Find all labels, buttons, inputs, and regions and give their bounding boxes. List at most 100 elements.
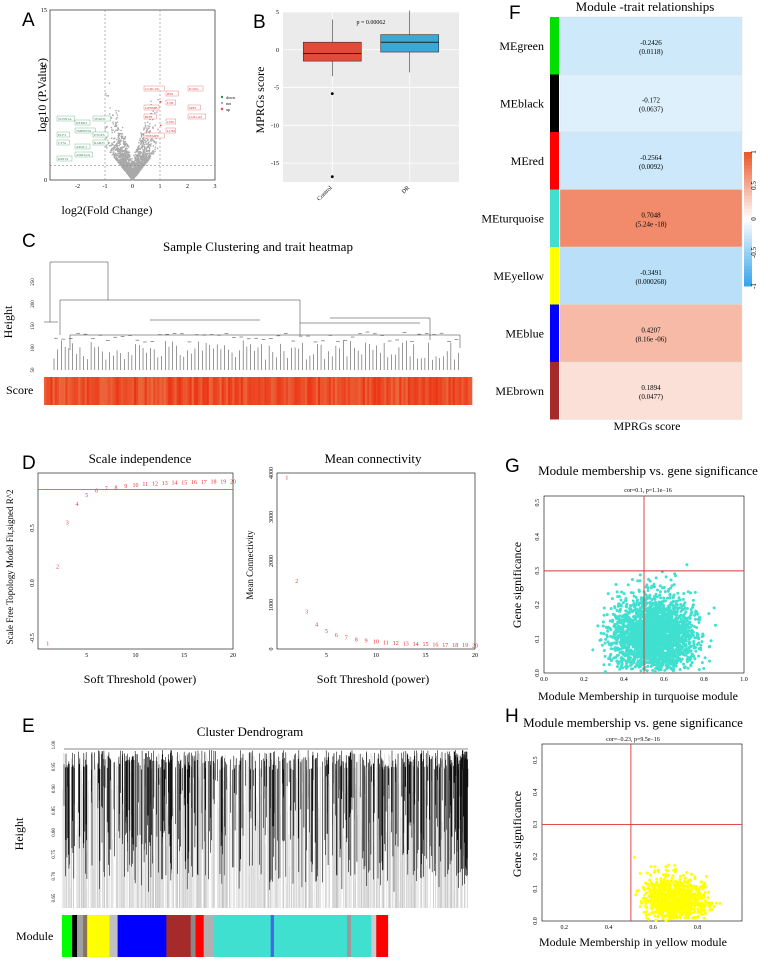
volcano-xtick: 2 bbox=[186, 184, 189, 190]
boxplot-ytick: 5 bbox=[276, 10, 279, 16]
volcano-xtick: 1 bbox=[159, 184, 162, 190]
colorscale-step bbox=[744, 245, 752, 250]
volcano-point bbox=[124, 150, 127, 153]
mm-gs-yellow-point bbox=[715, 901, 719, 905]
mm-gs-turquoise-point bbox=[624, 598, 628, 602]
mm-gs-turquoise-point bbox=[606, 640, 610, 644]
score-heatmap-cell bbox=[204, 377, 207, 405]
module-trait-cell bbox=[559, 304, 743, 363]
mm-gs-yellow-point bbox=[703, 899, 707, 903]
volcano-ytick: 5 bbox=[44, 121, 47, 127]
mm-gs-turquoise-point bbox=[652, 650, 656, 654]
score-heatmap-cell bbox=[86, 377, 90, 405]
colorscale-step bbox=[744, 158, 752, 163]
volcano-point bbox=[121, 147, 123, 150]
mm-gs-turquoise-point bbox=[650, 622, 654, 626]
score-heatmap-cell bbox=[469, 377, 473, 405]
volcano-point bbox=[146, 127, 148, 129]
mm-gs-turquoise-point bbox=[596, 624, 600, 628]
volcano-point bbox=[140, 141, 142, 144]
mean-connectivity-point: 9 bbox=[365, 639, 368, 645]
cluster-dendrogram-ytick: 0.70 bbox=[52, 871, 57, 880]
volcano-point bbox=[104, 92, 107, 95]
module-trait-xlabel: MPRGs score bbox=[613, 419, 680, 433]
mm-gs-turquoise-point bbox=[621, 629, 625, 633]
volcano-point bbox=[139, 160, 142, 163]
module-trait-correlation: -0.3491 bbox=[640, 269, 662, 277]
volcano-point bbox=[118, 151, 121, 153]
volcano-down-label-box bbox=[74, 151, 93, 158]
volcano-point bbox=[135, 173, 138, 176]
score-heatmap-cell bbox=[103, 377, 107, 405]
colorscale-step bbox=[744, 275, 752, 280]
cluster-dendrogram-ytick: 1.00 bbox=[52, 740, 57, 749]
mm-gs-turquoise-point bbox=[695, 631, 699, 635]
mm-gs-turquoise-point bbox=[625, 650, 629, 654]
mm-gs-turquoise-point bbox=[684, 653, 688, 657]
volcano-point bbox=[109, 151, 112, 154]
module-name: MEyellow bbox=[493, 269, 544, 283]
volcano-point bbox=[119, 143, 122, 146]
colorscale-step bbox=[744, 235, 752, 240]
mm-gs-turquoise-point bbox=[636, 660, 640, 664]
mm-gs-turquoise-point bbox=[671, 624, 675, 628]
volcano-point bbox=[140, 132, 142, 134]
module-name: MEbrown bbox=[495, 384, 544, 398]
colorscale-step bbox=[744, 219, 752, 223]
scale-independence-xtick: 20 bbox=[230, 653, 236, 659]
score-heatmap-cell bbox=[253, 377, 257, 405]
mm-gs-turquoise-point bbox=[689, 644, 693, 648]
volcano-point bbox=[121, 154, 124, 157]
volcano-point bbox=[130, 170, 132, 172]
mm-gs-turquoise-point bbox=[616, 595, 620, 599]
mm-gs-turquoise-point bbox=[658, 610, 662, 614]
volcano-point bbox=[115, 158, 117, 160]
mm-gs-turquoise-point bbox=[651, 608, 655, 612]
scale-independence-point: 9 bbox=[124, 484, 127, 490]
score-heatmap-cell bbox=[446, 377, 449, 405]
scale-independence-ytick: 0.5 bbox=[30, 524, 36, 532]
mean-connectivity-ytick: 1000 bbox=[269, 599, 275, 611]
volcano-point bbox=[121, 165, 123, 168]
volcano-point bbox=[159, 100, 162, 103]
score-heatmap-cell bbox=[290, 377, 293, 405]
mm-gs-turquoise-point bbox=[663, 668, 667, 672]
mm-gs-turquoise-point bbox=[631, 620, 635, 624]
score-heatmap-cell bbox=[264, 377, 267, 405]
mm-gs-yellow-point bbox=[638, 871, 642, 875]
mm-gs-turquoise-point bbox=[695, 610, 699, 614]
score-heatmap-cell bbox=[437, 377, 441, 405]
score-heatmap-cell bbox=[67, 377, 70, 405]
mm-gs-turquoise-point bbox=[670, 584, 674, 588]
score-heatmap-cell bbox=[159, 377, 162, 405]
score-heatmap-cell bbox=[238, 377, 242, 405]
volcano-up-label: CD9 bbox=[167, 120, 174, 124]
sample-dendrogram-ylabel: Height bbox=[1, 305, 15, 338]
mm-gs-turquoise-point bbox=[693, 617, 697, 621]
mm-gs-turquoise-point bbox=[632, 602, 636, 606]
mm-gs-turquoise-point bbox=[678, 598, 682, 602]
mean-connectivity-point: 5 bbox=[325, 629, 328, 635]
mm-gs-turquoise-ytick: 0.1 bbox=[535, 635, 541, 643]
mm-gs-turquoise-point bbox=[647, 620, 651, 624]
score-heatmap-cell bbox=[279, 377, 282, 405]
score-heatmap-cell bbox=[185, 377, 188, 405]
mm-gs-turquoise-point bbox=[692, 643, 696, 647]
volcano-point bbox=[132, 164, 135, 166]
colorscale-step bbox=[744, 152, 752, 156]
mm-gs-turquoise-point bbox=[626, 645, 630, 649]
volcano-point bbox=[124, 155, 126, 157]
module-trait-cell bbox=[559, 16, 743, 75]
volcano-point bbox=[137, 167, 140, 170]
mm-gs-turquoise-point bbox=[658, 593, 662, 597]
score-heatmap-cell bbox=[193, 377, 197, 405]
cluster-dendrogram-ytick: 0.95 bbox=[52, 762, 57, 771]
volcano-point bbox=[145, 131, 148, 134]
volcano-point bbox=[134, 165, 137, 168]
volcano-point bbox=[147, 156, 150, 158]
score-heatmap-cell bbox=[56, 377, 60, 405]
volcano-point bbox=[117, 127, 119, 129]
volcano-point bbox=[119, 158, 122, 161]
score-heatmap-cell bbox=[367, 377, 370, 405]
score-heatmap-cell bbox=[354, 377, 357, 405]
